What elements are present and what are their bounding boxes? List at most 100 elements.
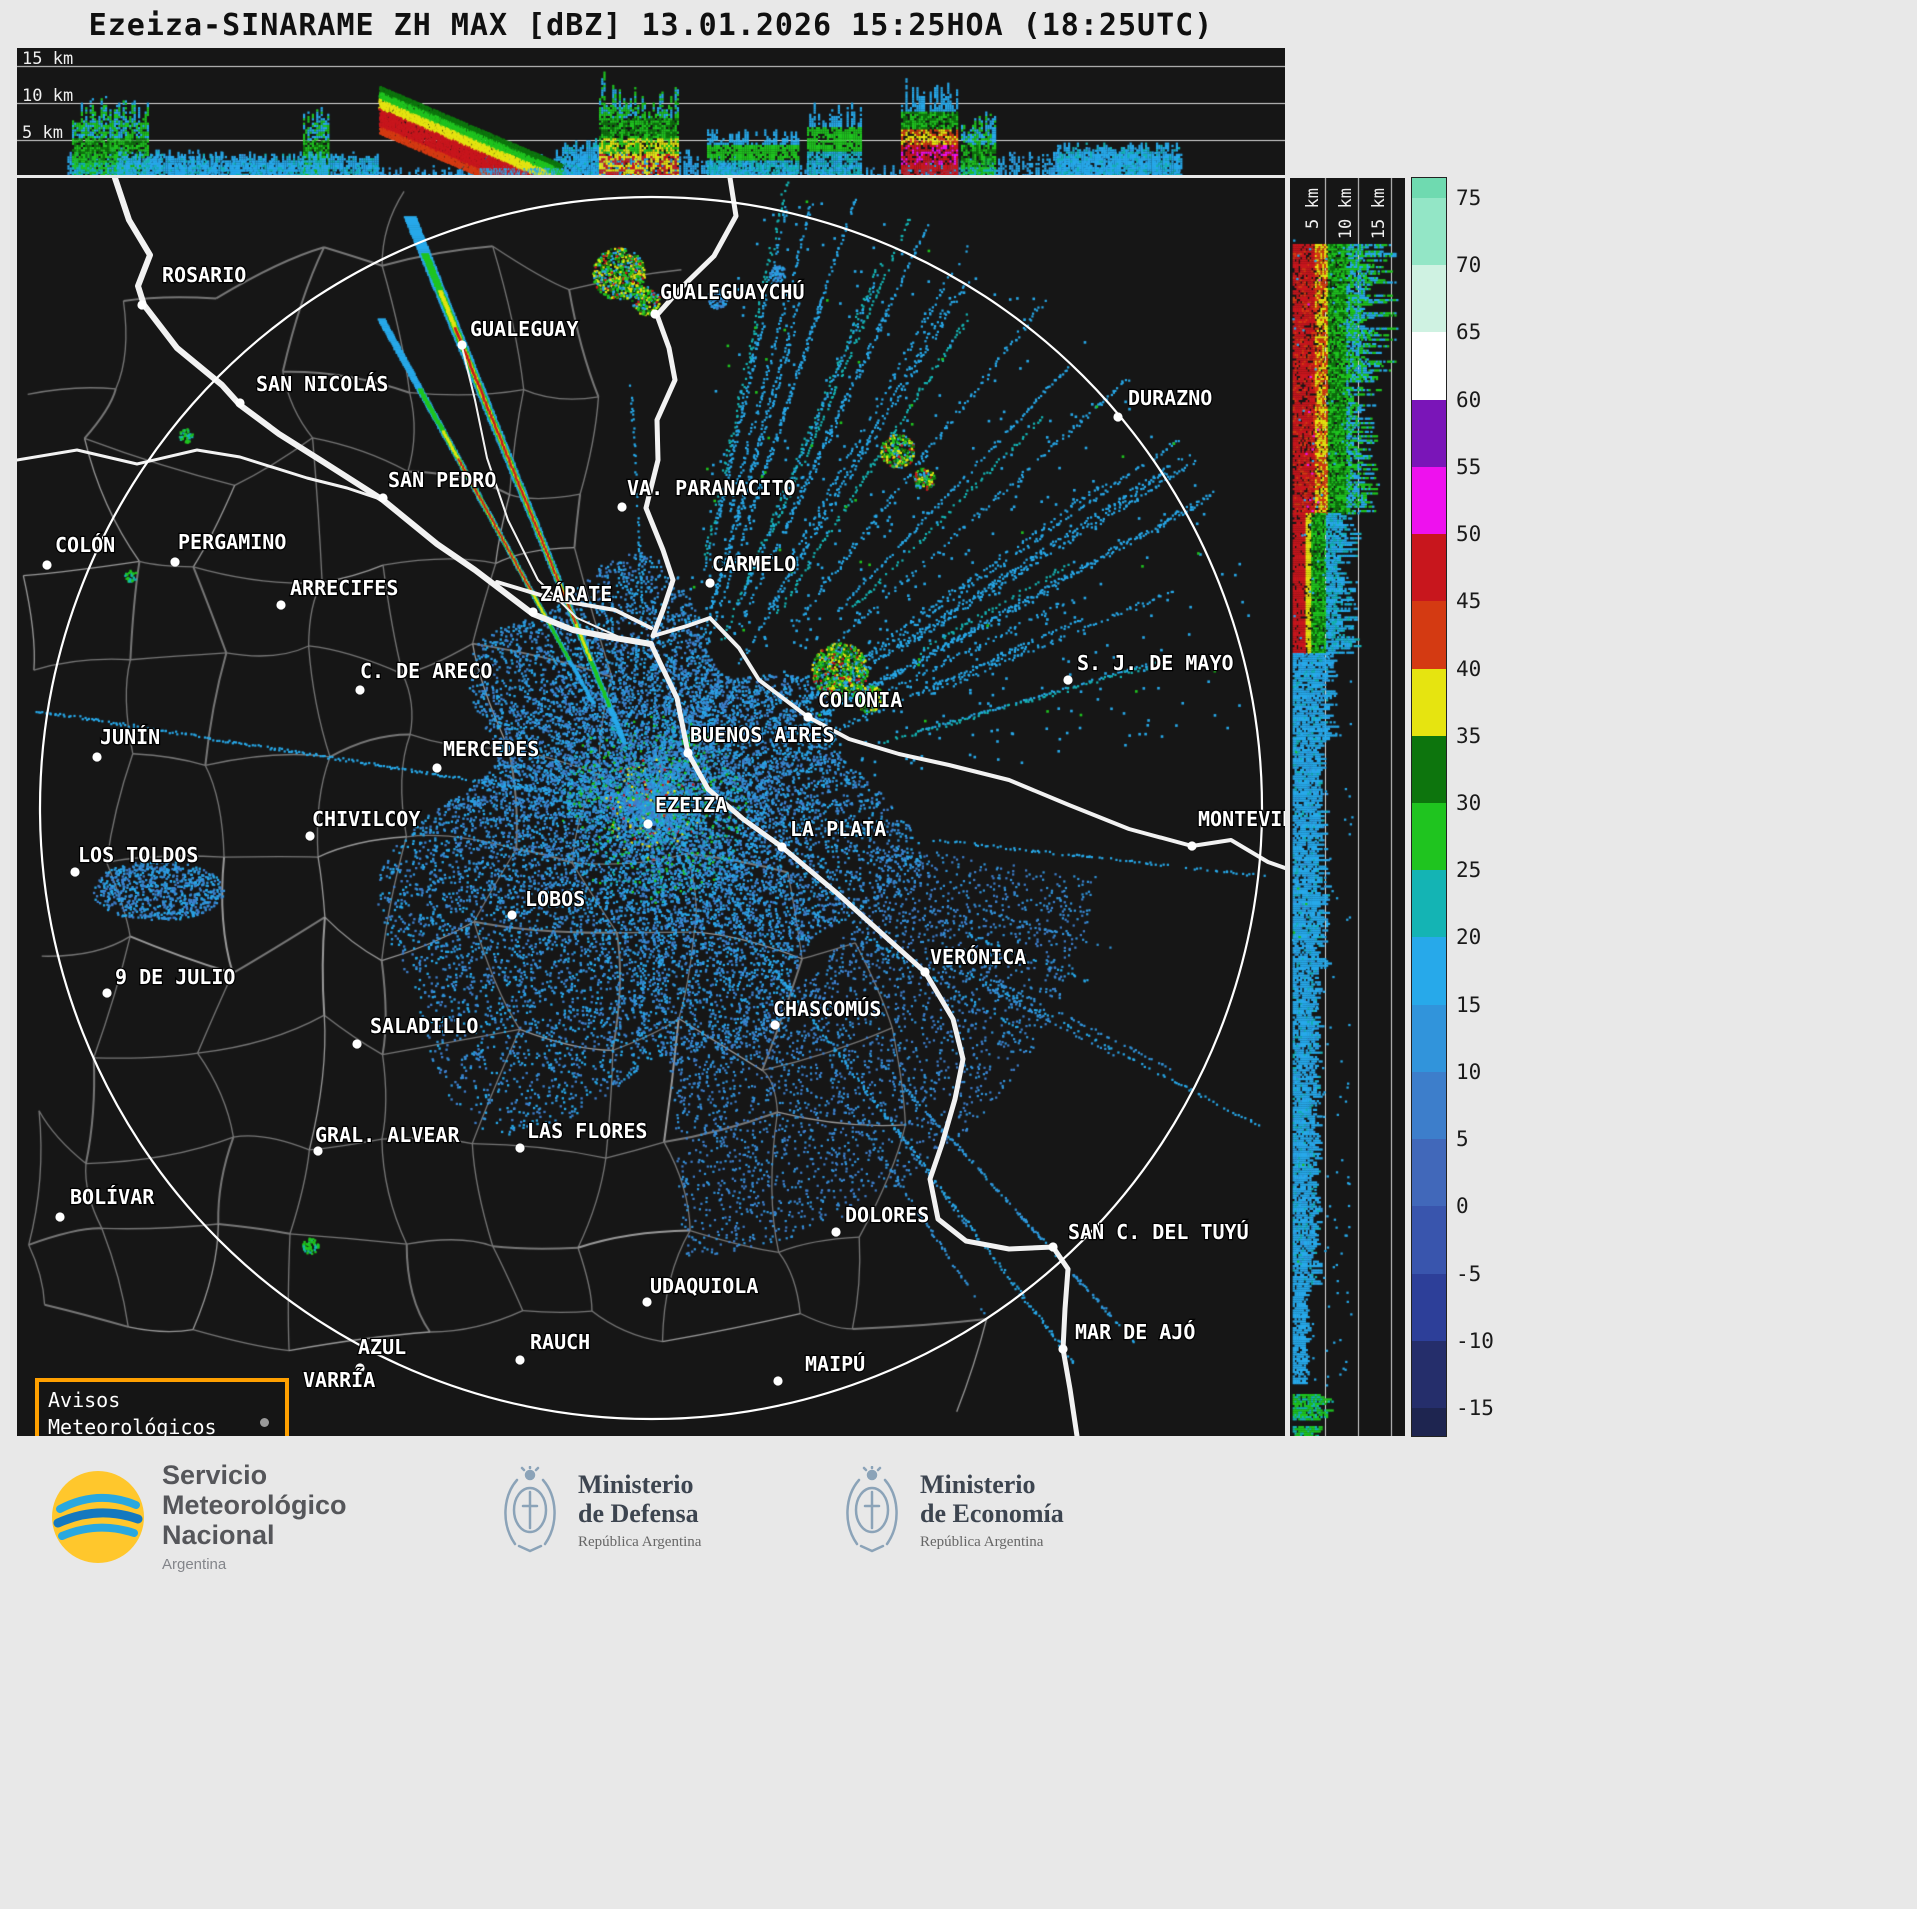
colorbar-band xyxy=(1412,735,1446,803)
colorbar-tick-label: -15 xyxy=(1456,1396,1494,1420)
city-dot xyxy=(305,831,315,841)
height-label-10km: 10 km xyxy=(22,86,74,106)
defensa-logo-group: Ministerio de Defensa República Argentin… xyxy=(498,1466,701,1554)
city-dot xyxy=(355,1363,365,1373)
colorbar-tick-label: 30 xyxy=(1456,791,1482,815)
colorbar-tick-label: 50 xyxy=(1456,522,1482,547)
colorbar-tick-label: 40 xyxy=(1456,656,1482,681)
city-label: MAIPÚ xyxy=(805,1352,865,1376)
city-label: C. DE ARECO xyxy=(360,659,492,683)
city-label: CHASCOMÚS xyxy=(773,997,881,1021)
city-label: SALADILLO xyxy=(370,1014,478,1038)
colorbar-tick-label: 55 xyxy=(1456,454,1482,479)
colorbar-band xyxy=(1412,332,1446,400)
range-ring xyxy=(38,195,1264,1421)
warning-box[interactable]: Avisos Meteorológicos a Muy Corto Plazo xyxy=(35,1378,289,1436)
city-label: GRAL. ALVEAR xyxy=(315,1123,460,1147)
city-label: SAN PEDRO xyxy=(388,468,496,492)
city-label: ARRECIFES xyxy=(290,576,398,600)
city-dot xyxy=(1058,1344,1068,1354)
ministry-name-line-1: Ministerio xyxy=(578,1469,694,1499)
economia-logo-group: Ministerio de Economía República Argenti… xyxy=(840,1466,1064,1554)
smn-logo-icon xyxy=(52,1470,144,1563)
smn-country-label: Argentina xyxy=(162,1556,227,1573)
city-label: COLÓN xyxy=(55,533,115,557)
colorbar-band xyxy=(1412,1340,1446,1408)
city-label: BOLÍVAR xyxy=(70,1185,155,1209)
colorbar-band xyxy=(1412,668,1446,736)
colorbar-labels: 75 70 65 60 55 50 45 40 35 30 25 20 15 10 5 0 -5 -10 -15 xyxy=(1456,178,1526,1436)
city-dot xyxy=(705,578,715,588)
city-label: COLONIA xyxy=(818,688,902,712)
top-cross-section-panel: 15 km 10 km 5 km xyxy=(17,48,1285,175)
smn-name-line-3: Nacional xyxy=(162,1520,275,1550)
city-dot xyxy=(170,557,180,567)
colorbar-band xyxy=(1412,1407,1446,1436)
colorbar-band xyxy=(1412,399,1446,467)
city-dot xyxy=(313,1146,323,1156)
city-label: GUALEGUAYCHÚ xyxy=(660,280,805,304)
radar-map-panel: ROSARIO GUALEGUAYCHÚ GUALEGUAY SAN NICOLÁS D… xyxy=(17,178,1285,1436)
city-dot xyxy=(137,300,147,310)
city-dot xyxy=(1113,412,1123,422)
colorbar-band xyxy=(1412,1139,1446,1207)
city-label: DOLORES xyxy=(845,1203,929,1227)
city-dot xyxy=(92,752,102,762)
colorbar-band xyxy=(1412,870,1446,938)
city-label: S. J. DE MAYO xyxy=(1077,651,1234,675)
height-label-10km: 10 km xyxy=(1336,188,1356,240)
city-label: LA PLATA xyxy=(790,817,886,841)
colorbar-tick-label: 10 xyxy=(1456,1059,1482,1084)
height-label-5km: 5 km xyxy=(1303,188,1323,229)
colorbar-tick-label: 20 xyxy=(1456,925,1482,950)
city-dot xyxy=(650,309,660,319)
coat-of-arms-icon xyxy=(846,1466,898,1553)
smn-name-line-1: Servicio xyxy=(162,1460,268,1490)
city-dot xyxy=(352,1039,362,1049)
city-label: MERCEDES xyxy=(443,737,539,761)
city-dot xyxy=(643,819,653,829)
city-label: VARRÍA xyxy=(303,1368,375,1392)
city-dot xyxy=(1048,1242,1058,1252)
smn-name-line-2: Meteorológico xyxy=(162,1490,347,1520)
city-label: BUENOS AIRES xyxy=(690,723,835,747)
colorbar-tick-label: 65 xyxy=(1456,320,1482,345)
city-label: LOS TOLDOS xyxy=(78,843,198,867)
colorbar-tick-label: 25 xyxy=(1456,858,1482,883)
height-label-5km: 5 km xyxy=(22,123,63,143)
city-label: DURAZNO xyxy=(1128,386,1212,410)
rivers xyxy=(17,178,1285,1436)
coat-of-arms-icon xyxy=(504,1466,556,1553)
colorbar-band xyxy=(1412,265,1446,333)
city-dot xyxy=(55,1212,65,1222)
smn-logo-group: Servicio Meteorológico Nacional Argentin… xyxy=(50,1460,347,1573)
city-label: JUNÍN xyxy=(100,725,160,749)
city-dot xyxy=(260,1418,269,1427)
city-dot xyxy=(803,712,813,722)
colorbar-tick-label: 0 xyxy=(1456,1194,1469,1219)
city-label: MAR DE AJÓ xyxy=(1075,1320,1195,1344)
colorbar-band xyxy=(1412,601,1446,669)
colorbar xyxy=(1411,177,1447,1437)
city-label: PERGAMINO xyxy=(178,530,286,554)
colorbar-band xyxy=(1412,1071,1446,1140)
colorbar-band xyxy=(1412,1273,1446,1341)
cities: ROSARIO GUALEGUAYCHÚ GUALEGUAY SAN NICOLÁS D… xyxy=(42,262,1285,1393)
page-title: Ezeiza-SINARAME ZH MAX [dBZ] 13.01.2026 … xyxy=(88,8,1214,43)
city-dot xyxy=(70,867,80,877)
city-dot xyxy=(831,1227,841,1237)
city-label: GUALEGUAY xyxy=(470,317,578,341)
city-label: EZEIZA xyxy=(655,793,727,817)
colorbar-band xyxy=(1412,1004,1446,1072)
city-dot xyxy=(507,910,517,920)
colorbar-tick-label: 75 xyxy=(1456,186,1482,210)
city-label: 9 DE JULIO xyxy=(115,965,235,989)
colorbar-tick-label: -5 xyxy=(1456,1261,1482,1286)
ministry-name-line-2: de Defensa xyxy=(578,1498,699,1528)
colorbar-tick-label: 5 xyxy=(1456,1127,1469,1152)
city-dot xyxy=(42,560,52,570)
city-dot xyxy=(777,842,787,852)
colorbar-tick-label: 15 xyxy=(1456,992,1482,1017)
colorbar-band xyxy=(1412,466,1446,535)
colorbar-tick-label: -10 xyxy=(1456,1328,1494,1353)
